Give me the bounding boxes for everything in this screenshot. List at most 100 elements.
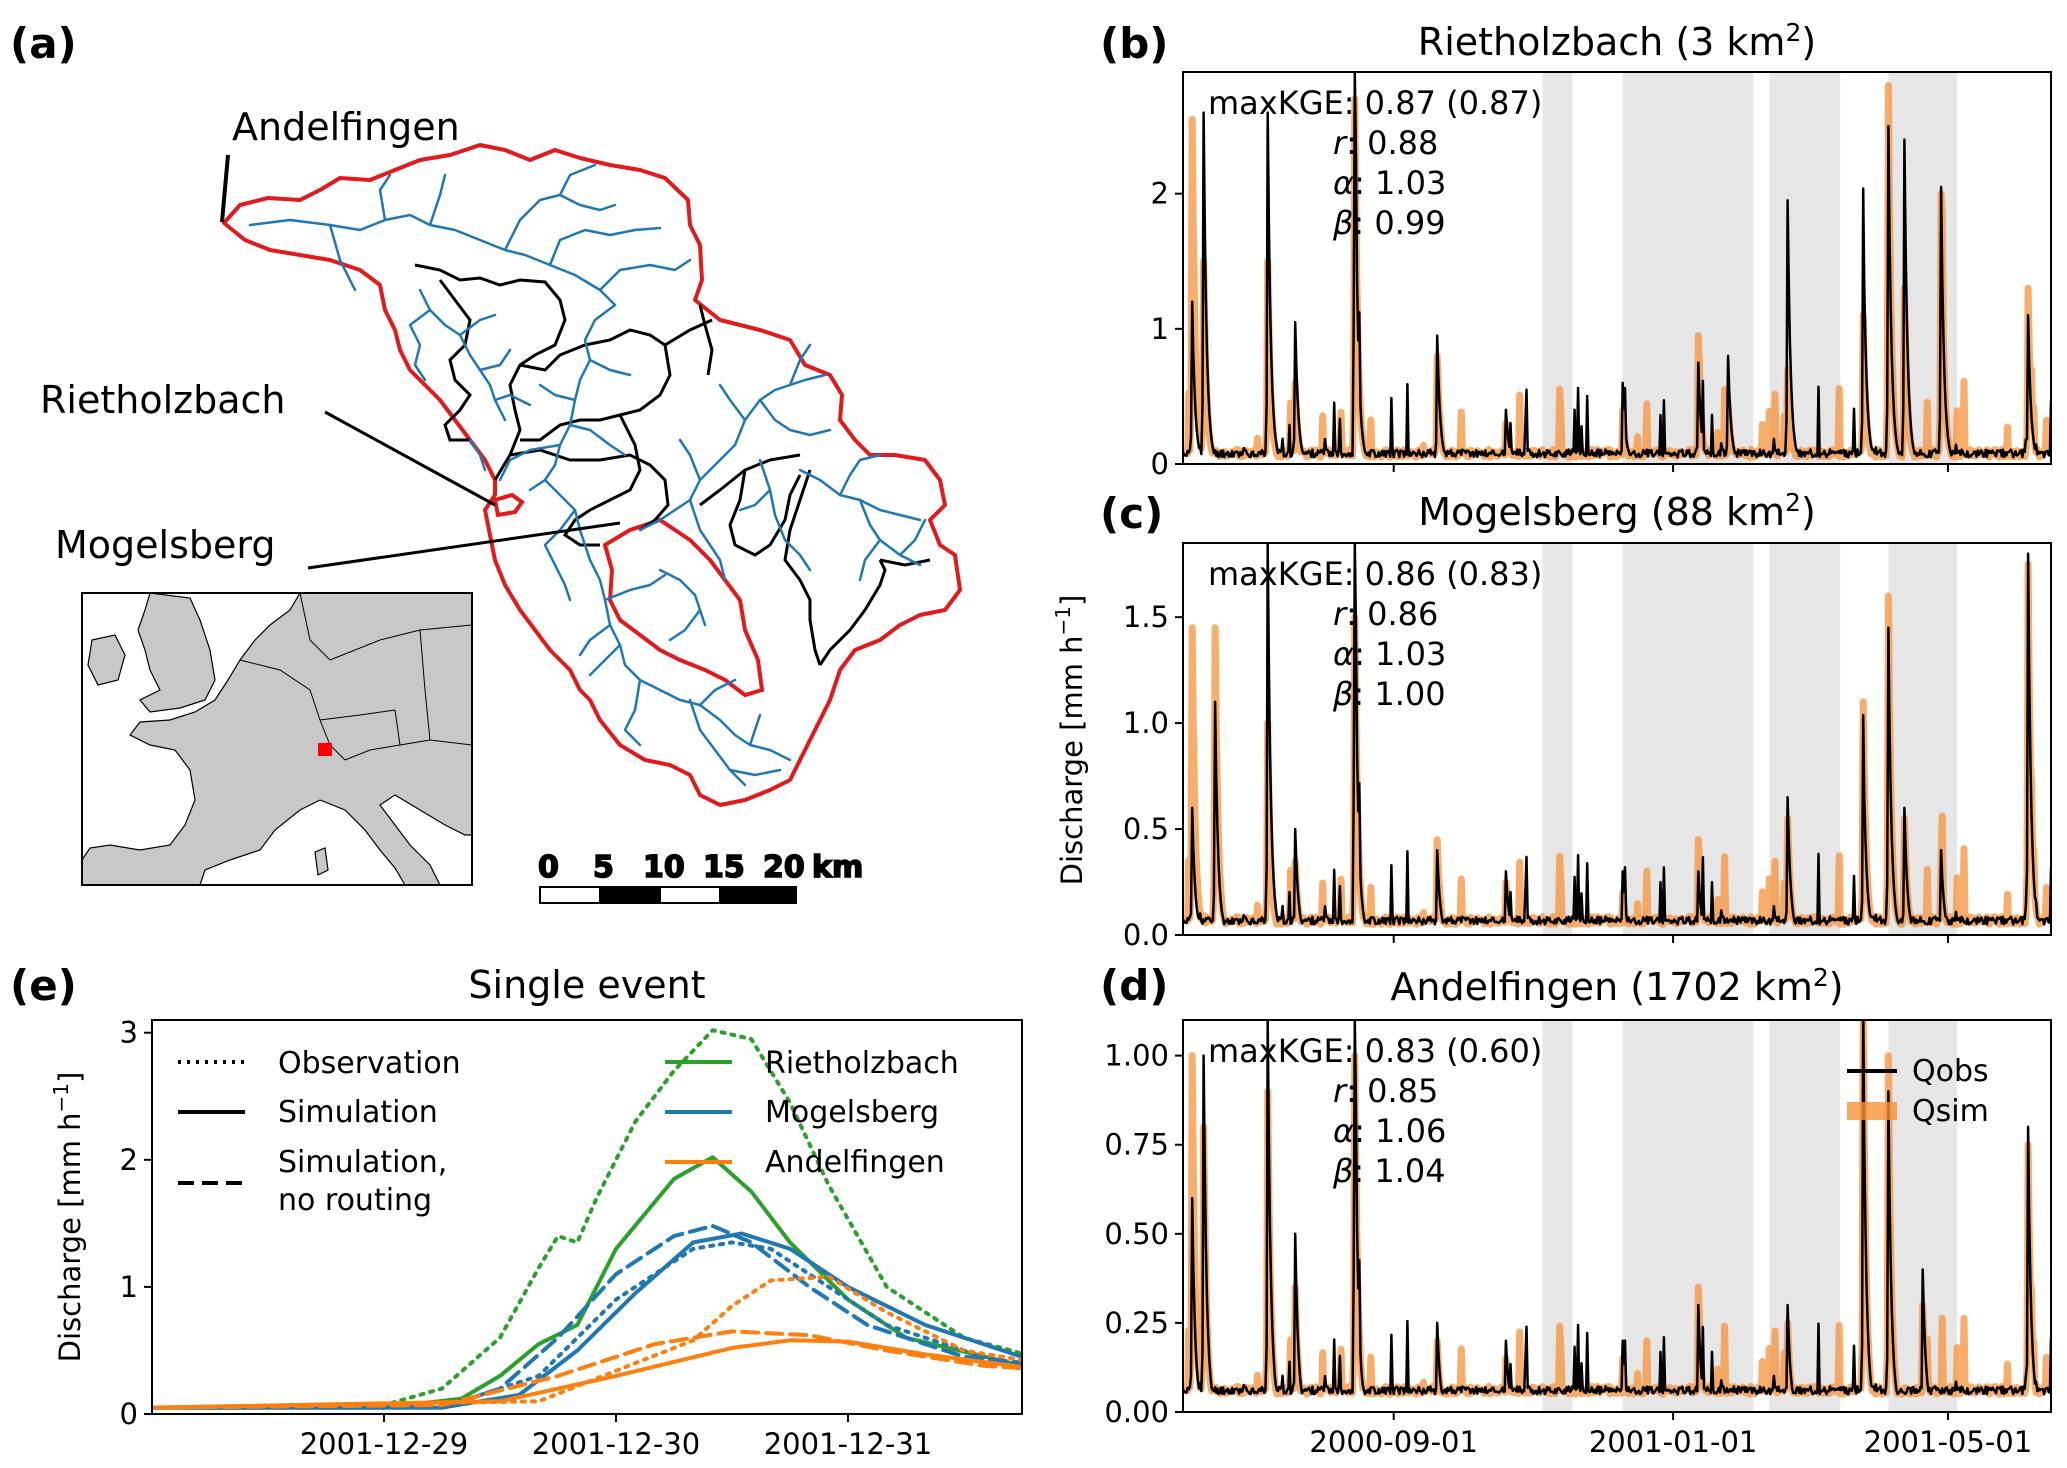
series-line-qobs — [1183, 543, 2051, 926]
metrics-annotation: maxKGE: 0.83 (0.60)r: 0.85α: 1.06β: 1.04 — [1208, 1032, 1542, 1190]
scale-tick-15: 15 — [703, 850, 745, 885]
ytick-label: 0 — [1151, 447, 1169, 481]
event-line-mogelsberg-simulation — [152, 1231, 1022, 1410]
inset-land-corsica — [314, 847, 329, 876]
scale-tick-5: 5 — [593, 850, 614, 885]
metric-r: r: 0.86 — [1333, 595, 1438, 633]
xtick-label: 2001-12-30 — [532, 1427, 701, 1461]
panel-title: Andelfingen (1702 km2) — [1390, 963, 1843, 1010]
series-line-qobs — [1183, 72, 2051, 459]
ytick-label: 1.5 — [1123, 600, 1169, 634]
panel-b-rietholzbach: 0 1 2 Rietholzbach (3 km2) maxKGE: 0.87 (0.8… — [1151, 18, 2052, 481]
ytick-label: 0.00 — [1104, 1395, 1169, 1429]
scale-tick-10: 10 — [643, 850, 685, 885]
series-line-qobs — [1183, 1020, 2051, 1396]
panel-label-b: (b) — [1100, 19, 1168, 68]
legend-observation-label: Observation — [278, 1046, 461, 1081]
map-label-rietholzbach: Rietholzbach — [40, 378, 285, 422]
scale-bar: 0 5 10 15 20 km — [537, 849, 864, 904]
panel-title: Rietholzbach (3 km2) — [1418, 18, 1816, 65]
event-line-mogelsberg-simulation-no-routing — [152, 1223, 1022, 1410]
series-lines — [1183, 72, 2051, 461]
metric-alpha: α: 1.06 — [1333, 1112, 1446, 1150]
axes-frame — [151, 1019, 1023, 1415]
ytick-label: 1.0 — [1123, 706, 1169, 740]
inset-land-ireland — [87, 634, 126, 686]
panel-d-andelfingen: 0.00 0.25 0.50 0.75 1.00 2000-09-01 2001-01-01… — [1104, 963, 2052, 1459]
shaded-period-2 — [1769, 1020, 1841, 1412]
event-line-andelfingen-simulation-no-routing — [152, 1329, 1022, 1410]
subcatchment-boundaries — [414, 263, 931, 666]
panel-label-d: (d) — [1100, 961, 1168, 1010]
metric-r: r: 0.88 — [1333, 124, 1438, 162]
ylabel-panel-c: Discharge [mm h−1] — [1051, 595, 1089, 886]
ytick-label: 1 — [1151, 312, 1169, 346]
title-panel-e: Single event — [468, 963, 705, 1007]
metric-beta: β: 0.99 — [1332, 204, 1446, 242]
ytick-label: 3 — [120, 1016, 138, 1050]
ylabel-panel-e: Discharge [mm h−1] — [49, 1072, 87, 1363]
metric-maxkge: maxKGE: 0.86 (0.83) — [1208, 555, 1542, 593]
xtick-label: 2000-09-01 — [1309, 1425, 1478, 1459]
inset-borders — [239, 593, 472, 761]
legend-rietholzbach-label: Rietholzbach — [765, 1046, 959, 1081]
shaded-period-2 — [1769, 72, 1841, 464]
ytick-label: 0.75 — [1104, 1128, 1169, 1162]
xtick-label: 2001-12-31 — [764, 1427, 933, 1461]
metric-r: r: 0.85 — [1333, 1072, 1438, 1110]
scale-tick-0: 0 — [538, 850, 559, 885]
series-lines — [1183, 543, 2051, 928]
inset-land-britain — [137, 593, 216, 713]
ytick-label: 1.00 — [1104, 1039, 1169, 1073]
axes-frame — [1182, 542, 2052, 936]
legend-panel-e: Observation Simulation Simulation, no ro… — [178, 1046, 959, 1218]
inset-location-marker — [318, 743, 332, 756]
scale-unit: km — [812, 850, 863, 885]
event-lines — [152, 1028, 1022, 1410]
ytick-label: 2 — [1151, 177, 1169, 211]
leader-andelfingen — [220, 154, 230, 223]
panel-c-mogelsberg: 0.0 0.5 1.0 1.5 Mogelsberg (88 km2) maxKGE: 0… — [1123, 488, 2052, 952]
panel-label-c: (c) — [1100, 489, 1163, 538]
panel-title: Mogelsberg (88 km2) — [1418, 488, 1816, 535]
metric-maxkge: maxKGE: 0.87 (0.87) — [1208, 84, 1542, 122]
mogelsberg-outline — [602, 517, 765, 698]
ytick-label: 0.50 — [1104, 1217, 1169, 1251]
ytick-label: 2 — [120, 1143, 138, 1177]
xtick-label: 2001-05-01 — [1864, 1425, 2033, 1459]
inset-locator-map — [81, 592, 473, 886]
catchment-map: Andelfingen Rietholzbach Mogelsberg — [40, 105, 962, 904]
series-lines — [1183, 1020, 2051, 1398]
inset-land-continent — [82, 593, 472, 885]
leader-mogelsberg — [307, 521, 621, 570]
ytick-label: 0 — [120, 1397, 138, 1431]
legend-qobs-label: Qobs — [1912, 1054, 1989, 1089]
event-line-rietholzbach-observation — [152, 1028, 1022, 1410]
metrics-annotation: maxKGE: 0.86 (0.83)r: 0.86α: 1.03β: 1.00 — [1208, 555, 1542, 713]
metrics-annotation: maxKGE: 0.87 (0.87)r: 0.88α: 1.03β: 0.99 — [1208, 84, 1542, 242]
metric-alpha: α: 1.03 — [1333, 164, 1446, 202]
xtick-label: 2001-01-01 — [1589, 1425, 1758, 1459]
metric-beta: β: 1.04 — [1332, 1152, 1446, 1190]
rietholzbach-outline — [492, 492, 525, 518]
shaded-periods — [1542, 543, 1958, 935]
axes-frame — [1182, 1019, 2052, 1413]
legend-simulation-label: Simulation — [278, 1095, 438, 1130]
event-line-andelfingen-simulation — [152, 1338, 1022, 1410]
event-line-andelfingen-observation — [152, 1274, 1022, 1410]
shaded-period-1 — [1622, 72, 1754, 464]
shaded-period-3 — [1888, 543, 1958, 935]
map-label-andelfingen: Andelfingen — [232, 105, 460, 149]
xtick-label: 2001-12-29 — [300, 1427, 469, 1461]
event-line-mogelsberg-observation — [152, 1240, 1022, 1410]
ytick-label: 0.5 — [1123, 812, 1169, 846]
shaded-period-1 — [1622, 543, 1754, 935]
river-network — [248, 163, 927, 787]
legend-qsim-label: Qsim — [1912, 1094, 1989, 1129]
metric-alpha: α: 1.03 — [1333, 635, 1446, 673]
ytick-label: 0.25 — [1104, 1306, 1169, 1340]
panel-label-e: (e) — [10, 961, 77, 1010]
scale-tick-20: 20 — [763, 850, 805, 885]
metric-maxkge: maxKGE: 0.83 (0.60) — [1208, 1032, 1542, 1070]
